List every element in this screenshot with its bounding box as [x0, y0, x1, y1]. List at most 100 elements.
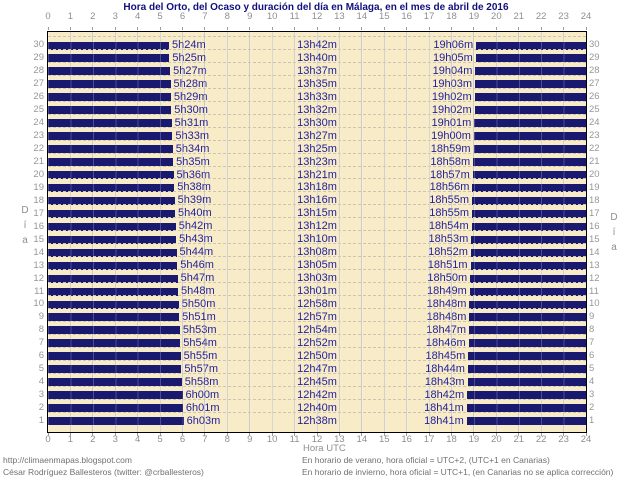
hour-tick-bottom — [137, 433, 139, 436]
night-bar-left — [48, 171, 174, 179]
day-axis-label-right: 19 — [589, 181, 600, 193]
sunset-time-label: 18h52m — [428, 246, 468, 259]
sunrise-time-label: 5h54m — [183, 336, 217, 349]
sunset-time-label: 18h50m — [427, 272, 468, 285]
day-duration-label: 12h50m — [297, 349, 337, 362]
sunset-time-label: 18h42m — [424, 388, 465, 401]
night-bar-right — [469, 313, 586, 322]
night-bar-left — [48, 41, 170, 50]
hour-tick-bottom — [294, 433, 296, 436]
day-axis-label-right: 4 — [589, 376, 595, 388]
hour-tick-label-top: 22 — [535, 11, 547, 22]
sunrise-time-label: 5h33m — [175, 129, 210, 142]
sunset-time-label: 19h03m — [432, 77, 473, 90]
day-duration-label: 13h21m — [297, 168, 337, 181]
y-axis-letter: í — [612, 227, 616, 238]
day-axis-label-right: 27 — [589, 78, 600, 90]
sunrise-time-label: 6h00m — [185, 388, 220, 401]
hour-tick-label-top: 3 — [112, 11, 118, 22]
hour-tick-label-bottom: 5 — [157, 434, 163, 445]
day-axis-label-right: 22 — [589, 143, 600, 155]
night-bar-right — [474, 93, 586, 102]
night-bar-left — [48, 80, 171, 89]
day-gridline — [48, 320, 586, 322]
night-bar-left — [48, 158, 174, 167]
day-axis-label-left: 21 — [33, 156, 44, 168]
day-axis-label-left: 7 — [38, 337, 44, 349]
sunset-time-label: 18h53m — [428, 233, 469, 246]
night-bar-right — [472, 196, 586, 205]
y-axis-letter: D — [610, 212, 618, 223]
day-gridline — [48, 243, 586, 245]
day-axis-label-right: 1 — [589, 415, 595, 427]
hour-tick-label-bottom: 7 — [202, 434, 208, 445]
hour-tick-label-top: 7 — [202, 11, 208, 22]
day-gridline — [48, 178, 586, 180]
hour-gridline — [271, 32, 273, 432]
plot-area: 5h24m 13h42m 19h06m 5h25m 13h40m 19h05m 5h27m 1… — [47, 31, 587, 433]
hour-tick-label-bottom: 4 — [135, 434, 141, 445]
day-axis-label-left: 10 — [33, 298, 44, 310]
hour-tick-top — [69, 27, 71, 30]
day-axis-label-right: 3 — [589, 389, 595, 401]
day-duration-label: 12h58m — [297, 298, 337, 310]
hour-gridline — [137, 32, 139, 432]
sunrise-time-label: 5h25m — [172, 51, 207, 64]
day-axis-label-left: 28 — [33, 65, 44, 77]
day-gridline — [48, 126, 586, 128]
hour-tick-label-top: 2 — [90, 11, 96, 22]
hour-tick-label-bottom: 9 — [247, 434, 253, 445]
day-duration-label: 13h10m — [297, 233, 337, 246]
day-axis-label-right: 14 — [589, 246, 600, 258]
day-gridline — [48, 398, 586, 400]
hour-gridline — [428, 32, 430, 432]
night-bar-right — [466, 404, 586, 413]
sunrise-time-label: 6h03m — [186, 414, 221, 427]
day-axis-label-left: 11 — [34, 285, 44, 297]
night-bar-right — [469, 326, 586, 335]
night-bar-right — [471, 222, 586, 231]
day-duration-label: 13h40m — [297, 51, 337, 64]
sunrise-time-label: 5h47m — [180, 272, 215, 285]
hour-tick-label-bottom: 20 — [491, 434, 502, 445]
day-gridline — [48, 256, 586, 258]
day-duration-label: 13h08m — [297, 246, 337, 259]
night-bar-left — [48, 196, 175, 205]
day-gridline — [48, 204, 586, 206]
hour-tick-bottom — [406, 433, 408, 436]
day-duration-label: 13h18m — [297, 181, 337, 194]
night-bar-right — [470, 274, 586, 283]
night-bar-left — [48, 235, 177, 244]
hour-tick-label-bottom: 10 — [266, 434, 278, 445]
hour-tick-label-bottom: 23 — [558, 434, 569, 445]
hour-tick-top — [226, 27, 228, 30]
hour-tick-top — [518, 27, 520, 30]
hour-gridline — [159, 32, 161, 432]
hour-tick-bottom — [271, 433, 273, 436]
day-duration-label: 13h03m — [297, 272, 337, 285]
sunrise-time-label: 5h34m — [175, 142, 210, 155]
day-gridline — [48, 307, 586, 309]
day-axis-label-right: 28 — [589, 65, 600, 77]
day-axis-label-right: 7 — [589, 337, 595, 349]
sunset-time-label: 18h49m — [427, 285, 467, 298]
hour-tick-label-top: 21 — [513, 11, 525, 22]
night-bar-left — [48, 300, 179, 309]
day-axis-label-right: 11 — [589, 285, 599, 297]
day-duration-label: 12h52m — [297, 336, 337, 349]
day-axis-label-right: 29 — [589, 52, 600, 64]
hour-tick-bottom — [182, 433, 183, 436]
night-bar-right — [466, 417, 586, 426]
hour-gridline — [182, 32, 183, 432]
day-axis-label-right: 20 — [589, 168, 600, 180]
sunrise-time-label: 6h01m — [185, 401, 220, 414]
hour-tick-top — [47, 27, 49, 30]
day-duration-label: 12h54m — [297, 323, 337, 336]
day-gridline — [48, 113, 586, 115]
day-duration-label: 12h40m — [297, 401, 337, 414]
hour-gridline — [473, 32, 475, 432]
day-axis-label-left: 4 — [38, 376, 44, 388]
hour-tick-bottom — [226, 433, 228, 436]
footer-note-winter: En horario de invierno, hora oficial = U… — [302, 467, 614, 477]
day-gridline — [48, 346, 586, 348]
